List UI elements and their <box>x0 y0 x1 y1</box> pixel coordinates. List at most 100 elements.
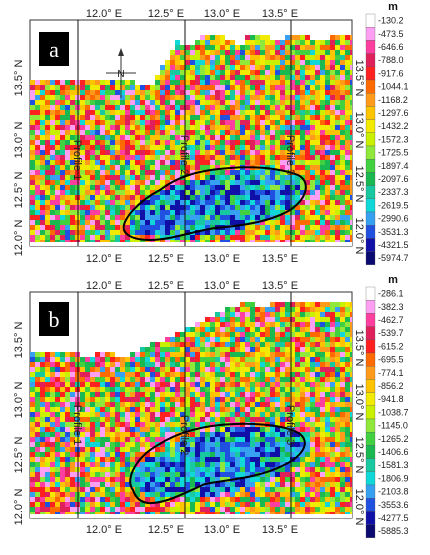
colorbar-swatch <box>366 67 375 80</box>
colorbar-label: -788.0 <box>378 55 404 65</box>
colorbar-swatch <box>366 287 375 300</box>
colorbar-label: -1265.2 <box>378 434 409 444</box>
colorbar-label: -382.3 <box>378 302 404 312</box>
colorbar-label: -5974.7 <box>378 253 409 263</box>
colorbar-label: -3531.3 <box>378 227 409 237</box>
colorbar-swatch <box>366 419 375 432</box>
colorbar-label: -856.2 <box>378 381 404 391</box>
colorbar-swatch <box>366 93 375 106</box>
panel-label-b: b <box>49 307 60 332</box>
y-tick-right-b: 12.0° N <box>353 489 365 526</box>
x-tick-top-b: 13.0° E <box>204 280 240 292</box>
panel-label-a: a <box>49 37 59 62</box>
colorbar-swatch <box>366 353 375 366</box>
colorbar-label: -5885.3 <box>378 526 409 536</box>
colorbar-swatch <box>366 252 375 265</box>
colorbar-label: -1572.3 <box>378 134 409 144</box>
x-tick-bottom-a: 12.0° E <box>86 253 122 265</box>
colorbar-swatch <box>366 327 375 340</box>
x-tick-top-b: 13.5° E <box>262 280 298 292</box>
colorbar-label: -1806.9 <box>378 473 409 483</box>
colorbar-swatch <box>366 340 375 353</box>
x-tick-bottom-b: 12.5° E <box>148 524 184 536</box>
colorbar-swatch <box>366 199 375 212</box>
colorbar-label: -1044.1 <box>378 82 409 92</box>
colorbar-b: m -286.1-382.3-462.7-539.7-615.2-695.5-7… <box>366 274 409 538</box>
colorbar-label: -1145.0 <box>378 421 408 431</box>
colorbar-swatch <box>366 80 375 93</box>
x-tick-bottom-a: 13.5° E <box>262 253 298 265</box>
colorbar-label: -1725.5 <box>378 148 409 158</box>
colorbar-label: -2619.5 <box>378 200 409 210</box>
panel-b: b Profile 1 Profile 2 Profile 3 12.0° E … <box>13 280 365 536</box>
y-tick-right-a: 13.5° N <box>353 60 365 97</box>
y-tick-right-b: 13.5° N <box>353 330 365 367</box>
profile-2-label-a: Profile 2 <box>178 135 190 175</box>
colorbar-label: -2097.6 <box>378 174 409 184</box>
panel-a: a N Profile 1 Profile 2 Profile 3 12.0° … <box>13 8 365 265</box>
y-tick-left-a: 13.0° N <box>13 122 25 159</box>
x-tick-top-a: 13.5° E <box>262 8 298 20</box>
colorbar-a: m -130.2-473.5-646.6-788.0-917.6-1044.1-… <box>366 1 409 265</box>
colorbar-swatch <box>366 40 375 53</box>
colorbar-label: -695.5 <box>378 355 404 365</box>
profile-1-label-a: Profile 1 <box>71 140 83 180</box>
colorbar-swatch <box>366 54 375 67</box>
colorbar-label: -1038.7 <box>378 407 409 417</box>
y-tick-right-a: 12.0° N <box>353 218 365 255</box>
colorbar-label: -774.1 <box>378 368 404 378</box>
colorbar-label: -917.6 <box>378 68 404 78</box>
y-tick-right-a: 13.0° N <box>353 112 365 149</box>
x-tick-bottom-b: 12.0° E <box>86 524 122 536</box>
y-tick-left-a: 12.0° N <box>13 220 25 257</box>
colorbar-label: -286.1 <box>378 289 404 299</box>
colorbar-swatch <box>366 393 375 406</box>
colorbar-label: -1297.6 <box>378 108 409 118</box>
colorbar-swatch <box>366 133 375 146</box>
colorbar-label: -462.7 <box>378 315 404 325</box>
colorbar-swatch <box>366 14 375 27</box>
colorbar-swatch <box>366 225 375 238</box>
colorbar-swatch <box>366 238 375 251</box>
colorbar-swatch <box>366 406 375 419</box>
profile-1-label-b: Profile 1 <box>71 405 83 445</box>
colorbar-swatch <box>366 366 375 379</box>
colorbar-label: -1897.4 <box>378 161 409 171</box>
x-tick-bottom-a: 13.0° E <box>204 253 240 265</box>
y-tick-right-b: 13.0° N <box>353 384 365 421</box>
colorbar-label: -539.7 <box>378 328 404 338</box>
colorbar-swatch <box>366 445 375 458</box>
x-tick-bottom-a: 12.5° E <box>148 253 184 265</box>
y-tick-left-b: 13.5° N <box>13 322 25 359</box>
colorbar-swatch <box>366 172 375 185</box>
x-tick-bottom-b: 13.0° E <box>204 524 240 536</box>
colorbar-swatch <box>366 459 375 472</box>
y-tick-right-a: 12.5° N <box>353 166 365 203</box>
y-tick-right-b: 12.5° N <box>353 437 365 474</box>
colorbar-swatch <box>366 525 375 538</box>
y-tick-left-b: 12.5° N <box>13 437 25 474</box>
x-tick-top-a: 12.5° E <box>148 8 184 20</box>
colorbar-label: -3553.6 <box>378 500 409 510</box>
colorbar-label: -1406.6 <box>378 447 409 457</box>
colorbar-swatch <box>366 300 375 313</box>
profile-3-label-a: Profile 3 <box>284 135 296 175</box>
colorbar-swatch <box>366 146 375 159</box>
colorbar-unit-b: m <box>388 274 398 286</box>
colorbar-label: -130.2 <box>378 16 404 26</box>
colorbar-swatch <box>366 485 375 498</box>
colorbar-swatch <box>366 159 375 172</box>
y-tick-left-a: 12.5° N <box>13 172 25 209</box>
x-tick-bottom-b: 13.5° E <box>262 524 298 536</box>
colorbar-label: -2103.8 <box>378 487 409 497</box>
profile-2-label-b: Profile 2 <box>178 415 190 455</box>
colorbar-label: -4321.5 <box>378 240 409 250</box>
colorbar-label: -2337.3 <box>378 187 409 197</box>
colorbar-swatch <box>366 212 375 225</box>
x-tick-top-a: 13.0° E <box>204 8 240 20</box>
x-tick-top-b: 12.5° E <box>148 280 184 292</box>
colorbar-label: -646.6 <box>378 42 404 52</box>
colorbar-unit-a: m <box>388 1 398 13</box>
x-tick-top-a: 12.0° E <box>86 8 122 20</box>
